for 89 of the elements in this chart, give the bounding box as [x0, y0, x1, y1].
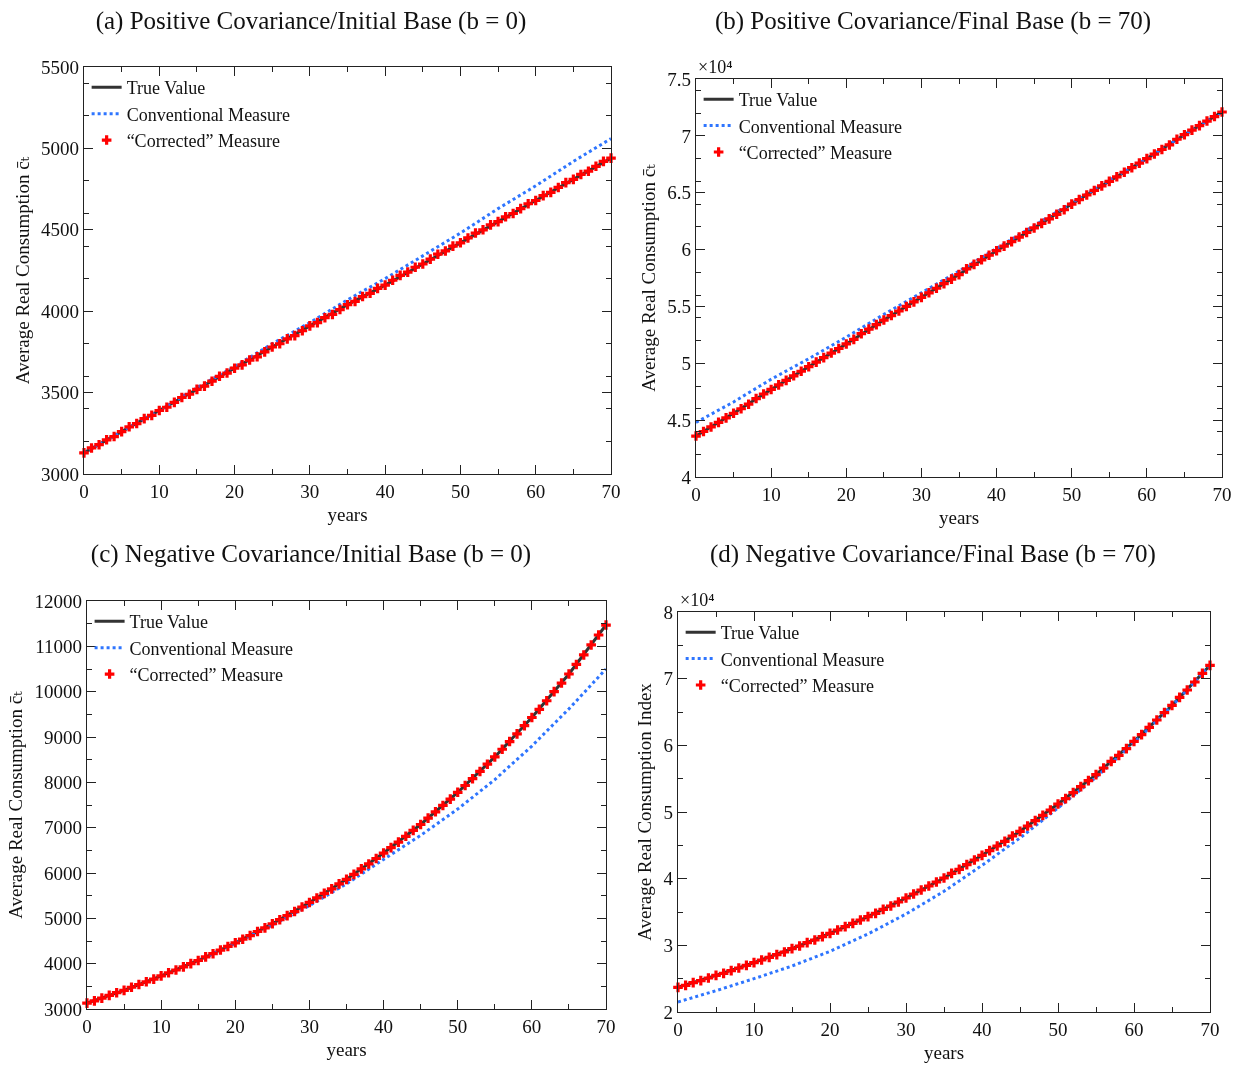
y-tick-label: 4500 [41, 219, 79, 241]
y-tick-label: 9000 [44, 726, 82, 748]
y-tick-label: 3 [663, 934, 673, 956]
legend-label: Conventional Measure [738, 116, 903, 137]
legend-label: “Corrected” Measure [738, 143, 893, 164]
y-tick-label: 7 [663, 668, 673, 690]
y-tick-label: 4000 [41, 300, 79, 322]
x-tick-label: 60 [522, 1016, 542, 1037]
x-tick-label: 70 [596, 1016, 616, 1037]
x-axis-title: years [327, 503, 368, 525]
x-tick-label: 70 [601, 481, 621, 502]
x-tick-label: 10 [151, 1016, 171, 1037]
y-tick-label: 5500 [41, 56, 79, 78]
x-tick-label: 10 [149, 481, 169, 502]
y-tick-label: 2 [663, 1001, 673, 1023]
y-axis-title: Average Real Consumption c̄ₜ [5, 690, 27, 919]
text: ×10⁴ [698, 57, 733, 77]
legend-label: True Value [720, 623, 800, 644]
x-tick-label: 50 [1062, 484, 1082, 505]
chart-title: (c) Negative Covariance/Initial Base (b = 0) [90, 539, 532, 568]
x-tick-label: 50 [1048, 1019, 1068, 1040]
legend-label: Conventional Measure [126, 104, 291, 125]
x-tick-label: 40 [374, 1016, 394, 1037]
x-axis-title: years [923, 1041, 965, 1063]
x-tick-label: 20 [225, 481, 245, 502]
x-tick-label: 30 [896, 1019, 916, 1040]
y-tick-label: 8 [663, 601, 673, 623]
y-tick-label: 5.5 [667, 296, 691, 318]
x-tick-label: 30 [300, 481, 320, 502]
legend-label: “Corrected” Measure [129, 665, 284, 686]
x-tick-label: 40 [375, 481, 395, 502]
x-tick-label: 10 [744, 1019, 764, 1040]
legend-label: Conventional Measure [720, 649, 885, 670]
y-tick-label: 5000 [41, 138, 79, 160]
y-tick-label: 6 [681, 239, 691, 261]
x-tick-label: 0 [79, 481, 89, 502]
y-tick-label: 4.5 [667, 409, 691, 431]
x-tick-label: 40 [987, 484, 1007, 505]
y-tick-label: 7 [681, 125, 691, 147]
y-tick-label: 5 [681, 352, 691, 374]
y-tick-label: 10000 [34, 681, 82, 703]
y-tick-label: 8000 [44, 771, 82, 793]
legend-label: True Value [129, 612, 209, 633]
x-tick-label: 60 [1137, 484, 1157, 505]
y-tick-label: 3000 [41, 463, 79, 485]
y-tick-label: 7.5 [667, 68, 691, 90]
y-tick-label: 5 [663, 801, 673, 823]
x-tick-label: 30 [299, 1016, 319, 1037]
chart-title: (b) Positive Covariance/Final Base (b = 70) [714, 6, 1152, 35]
x-tick-label: 20 [225, 1016, 245, 1037]
x-tick-label: 0 [82, 1016, 92, 1037]
x-tick-label: 70 [1200, 1019, 1220, 1040]
y-tick-label: 12000 [34, 590, 82, 612]
y-tick-label: 6.5 [667, 182, 691, 204]
legend-label: “Corrected” Measure [720, 676, 875, 697]
x-axis-title: years [326, 1038, 367, 1060]
y-tick-label: 4 [681, 466, 692, 488]
x-tick-label: 60 [526, 481, 546, 502]
x-tick-label: 70 [1212, 484, 1232, 505]
x-tick-label: 50 [448, 1016, 468, 1037]
legend-label: True Value [738, 90, 818, 111]
y-tick-label: 6000 [44, 862, 82, 884]
x-tick-label: 60 [1124, 1019, 1144, 1040]
y-axis-title: Average Real Consumption c̄ₜ [638, 163, 660, 392]
x-tick-label: 50 [450, 481, 470, 502]
legend-label: “Corrected” Measure [126, 131, 281, 152]
y-tick-label: 3500 [41, 382, 79, 404]
chart-title: (d) Negative Covariance/Final Base (b = 70) [710, 539, 1156, 568]
y-tick-label: 3000 [44, 998, 82, 1020]
y-axis-title: Average Real Consumption Index [634, 682, 656, 941]
x-tick-label: 40 [972, 1019, 992, 1040]
y-tick-label: 7000 [44, 817, 82, 839]
y-axis-title: Average Real Consumption c̄ₜ [11, 156, 33, 385]
x-tick-label: 10 [761, 484, 781, 505]
x-tick-label: 20 [820, 1019, 840, 1040]
y-tick-label: 6 [663, 734, 673, 756]
x-tick-label: 0 [673, 1019, 683, 1040]
y-tick-label: 5000 [44, 907, 82, 929]
x-tick-label: 0 [691, 484, 701, 505]
x-tick-label: 20 [836, 484, 856, 505]
text: ×10⁴ [680, 590, 715, 610]
legend-label: Conventional Measure [129, 638, 294, 659]
x-tick-label: 30 [911, 484, 931, 505]
legend-label: True Value [126, 78, 206, 99]
chart-title: (a) Positive Covariance/Initial Base (b = 0) [95, 6, 527, 35]
y-tick-label: 11000 [35, 635, 82, 657]
y-tick-label: 4000 [44, 953, 82, 975]
x-axis-title: years [938, 506, 980, 528]
y-tick-label: 4 [663, 868, 674, 890]
